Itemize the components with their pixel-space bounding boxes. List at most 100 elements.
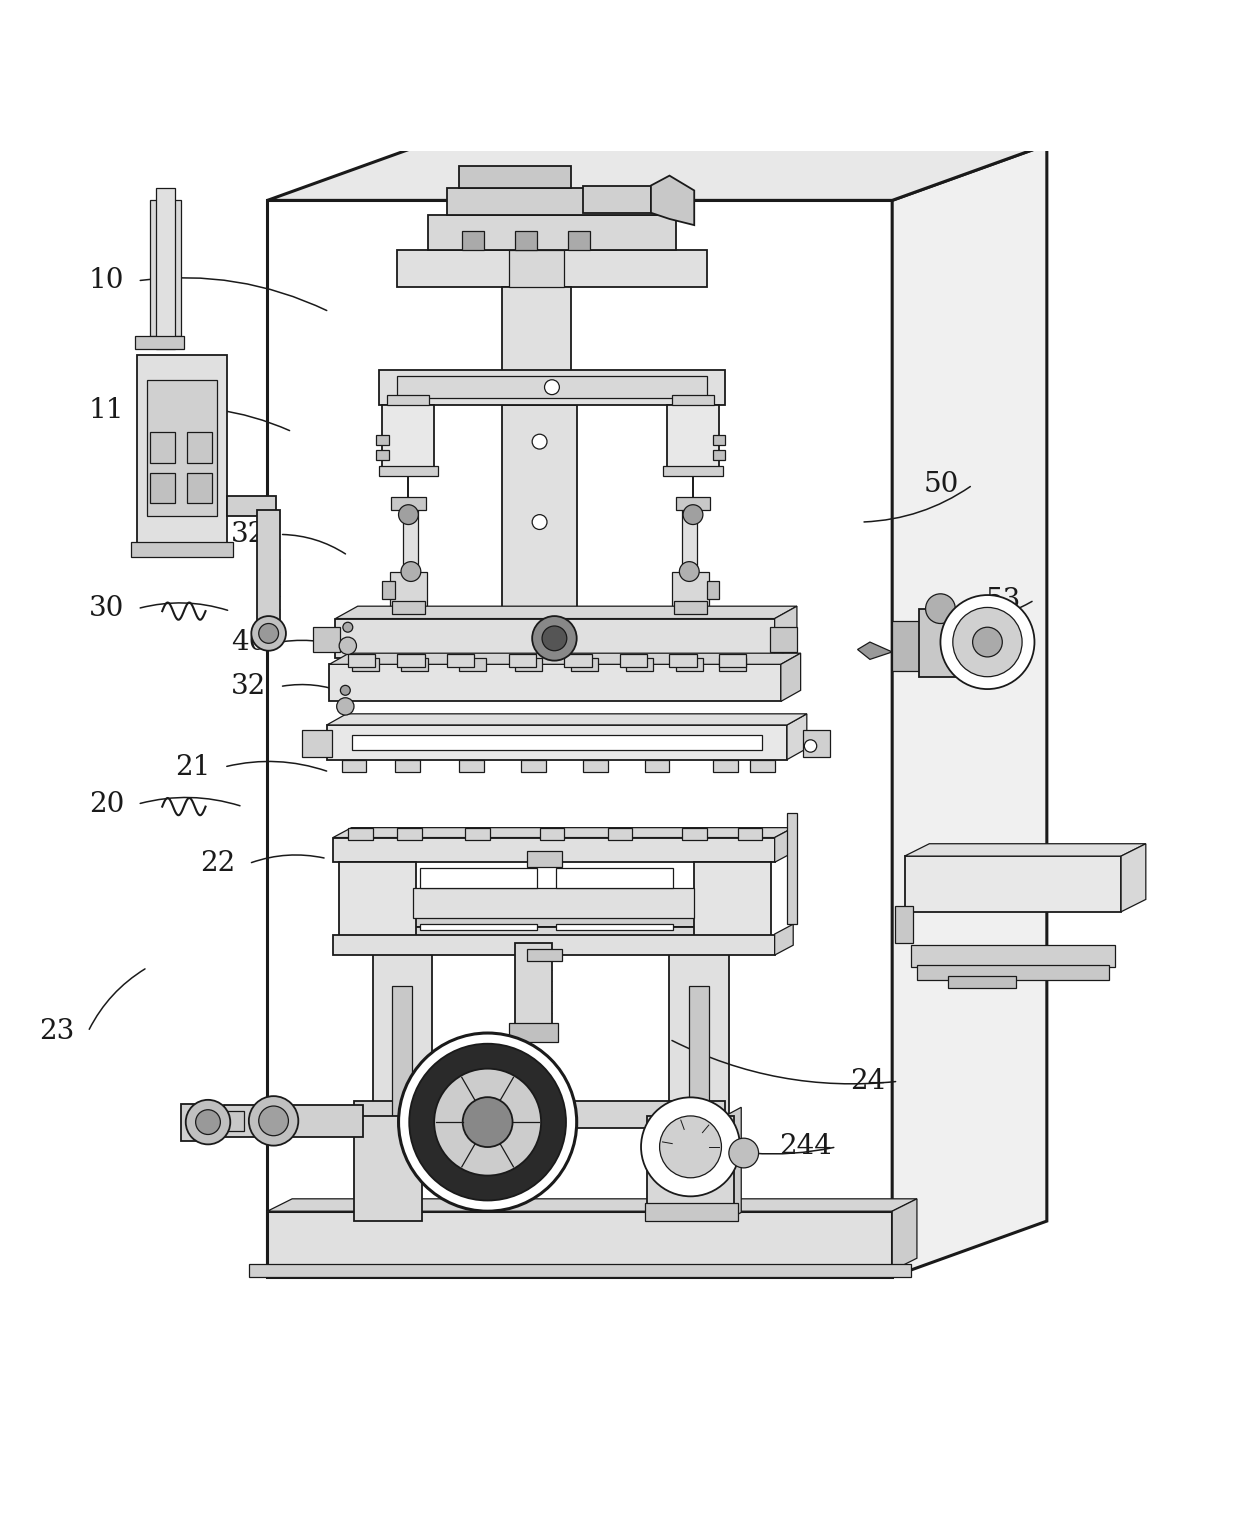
Bar	[392, 602, 424, 614]
Circle shape	[660, 1116, 722, 1177]
Bar	[465, 828, 490, 840]
Bar	[150, 432, 175, 463]
Bar	[713, 451, 725, 460]
Bar	[667, 405, 719, 472]
Bar	[347, 828, 372, 840]
Text: 22: 22	[201, 850, 236, 877]
Circle shape	[952, 608, 1022, 677]
Circle shape	[398, 505, 418, 525]
Circle shape	[343, 622, 352, 633]
Text: 30: 30	[89, 596, 124, 622]
Bar	[539, 828, 564, 840]
Circle shape	[683, 505, 703, 525]
Bar	[394, 760, 419, 773]
Bar	[916, 965, 1109, 980]
Bar	[947, 976, 1016, 988]
Text: 24: 24	[849, 1068, 885, 1094]
Circle shape	[409, 1043, 565, 1200]
Polygon shape	[366, 917, 755, 926]
Bar	[382, 405, 434, 472]
Bar	[608, 828, 632, 840]
Bar	[268, 200, 893, 1277]
Bar	[372, 937, 432, 1147]
Bar	[187, 432, 212, 463]
Bar	[459, 166, 570, 188]
Bar	[919, 608, 962, 677]
Bar	[672, 571, 709, 608]
Circle shape	[186, 1100, 231, 1145]
Bar	[181, 1103, 216, 1140]
Circle shape	[729, 1139, 759, 1168]
Bar	[212, 1111, 244, 1131]
Bar	[670, 937, 729, 1147]
Bar	[347, 654, 374, 666]
Bar	[330, 665, 781, 702]
Bar	[249, 1265, 910, 1277]
Bar	[268, 1211, 893, 1271]
Bar	[336, 619, 775, 659]
Bar	[413, 888, 694, 917]
Polygon shape	[268, 145, 1047, 200]
Text: 11: 11	[89, 397, 124, 425]
Circle shape	[542, 626, 567, 651]
Circle shape	[252, 616, 286, 651]
Bar	[461, 231, 484, 249]
Bar	[645, 760, 670, 773]
Bar	[353, 1100, 725, 1128]
Bar	[770, 628, 797, 653]
Text: 23: 23	[40, 1019, 74, 1045]
Text: 20: 20	[89, 791, 124, 817]
Bar	[351, 734, 763, 749]
Text: 21: 21	[176, 754, 211, 780]
Bar	[353, 1116, 422, 1220]
Bar	[713, 760, 738, 773]
Polygon shape	[1121, 843, 1146, 911]
Circle shape	[196, 1110, 221, 1134]
Bar	[135, 337, 185, 349]
Bar	[376, 451, 388, 460]
Bar	[676, 659, 703, 671]
Bar	[148, 380, 217, 516]
Bar	[138, 356, 227, 546]
Circle shape	[972, 628, 1002, 657]
Bar	[397, 654, 424, 666]
Polygon shape	[775, 923, 794, 956]
Bar	[556, 868, 673, 888]
Bar	[515, 231, 537, 249]
Bar	[570, 659, 598, 671]
Circle shape	[544, 380, 559, 394]
Bar	[738, 828, 763, 840]
Text: 10: 10	[89, 268, 124, 294]
Bar	[568, 231, 590, 249]
Bar	[459, 659, 486, 671]
Bar	[719, 659, 746, 671]
Bar	[342, 760, 366, 773]
Bar	[131, 542, 233, 557]
Text: 40: 40	[231, 628, 267, 656]
Text: 53: 53	[986, 586, 1022, 614]
Bar	[527, 950, 562, 962]
Bar	[521, 760, 546, 773]
Circle shape	[401, 562, 420, 582]
Polygon shape	[893, 1199, 916, 1271]
Bar	[459, 760, 484, 773]
Bar	[527, 851, 562, 868]
Polygon shape	[775, 606, 797, 659]
Bar	[334, 936, 775, 956]
Bar	[515, 943, 552, 1030]
Bar	[403, 509, 418, 571]
Bar	[676, 497, 711, 509]
Bar	[904, 856, 1121, 911]
Bar	[583, 760, 608, 773]
Circle shape	[532, 434, 547, 449]
Bar	[397, 249, 707, 286]
Polygon shape	[781, 653, 801, 702]
Bar	[682, 509, 697, 571]
Bar	[515, 659, 542, 671]
Circle shape	[398, 1033, 577, 1211]
Text: 244: 244	[779, 1133, 832, 1160]
Bar	[657, 1116, 725, 1220]
Bar	[626, 659, 653, 671]
Polygon shape	[775, 828, 794, 862]
Circle shape	[641, 1097, 740, 1196]
